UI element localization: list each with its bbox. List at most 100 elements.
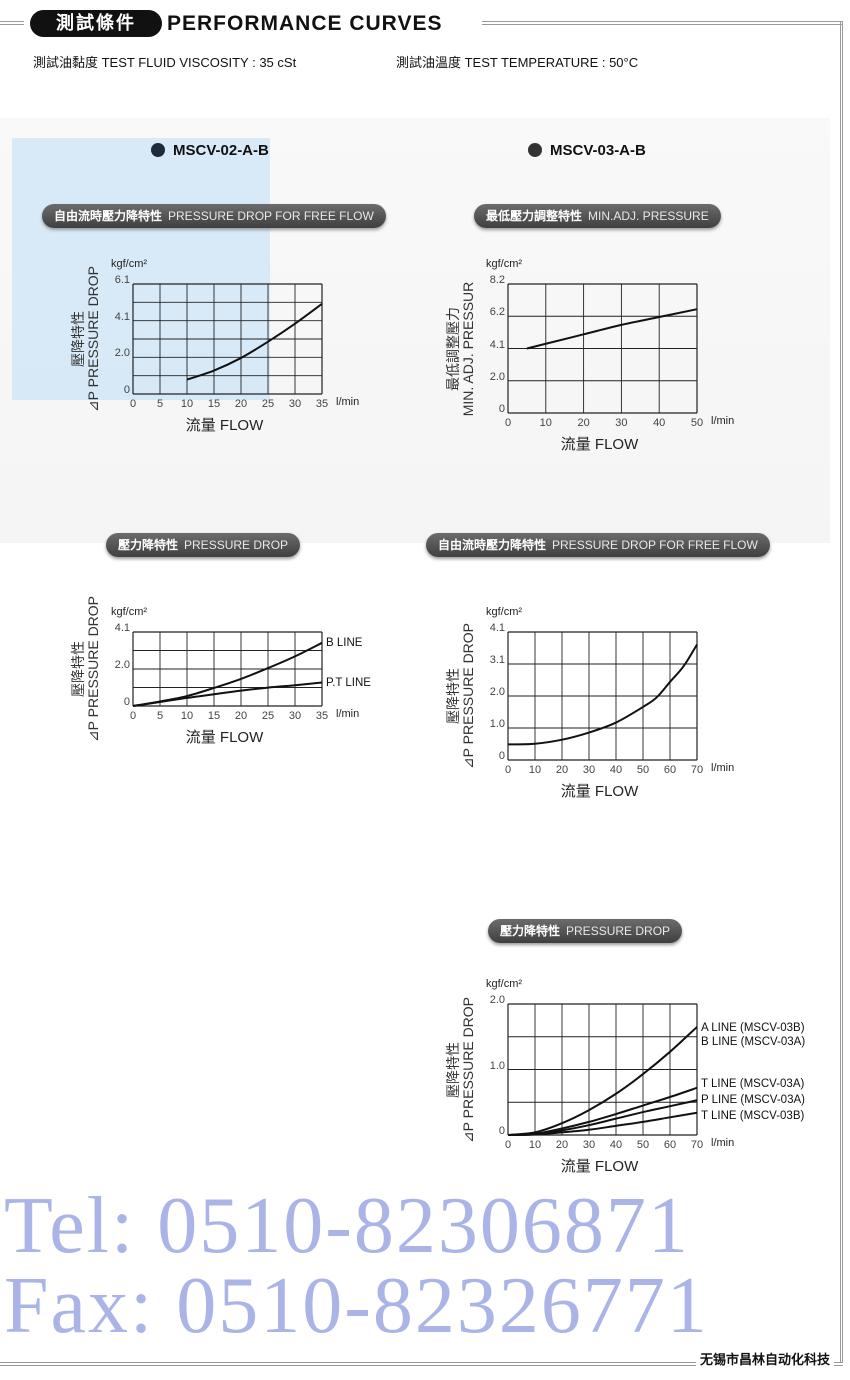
x-unit-label: l/min [711,762,735,774]
y-tick-label: 0 [498,1125,505,1137]
y-tick-label: 4.1 [489,338,505,351]
x-tick-label: 35 [315,710,329,722]
section-label-en: PRESSURE DROP FOR FREE FLOW [168,209,374,223]
y-tick-label: 2.0 [489,686,505,698]
series-label: P LINE (MSCV-03A) [701,1094,805,1106]
y-tick-label: 4.1 [489,622,505,634]
y-unit-label: kgf/cm² [486,978,523,990]
y-tick-label: 4.1 [114,622,130,634]
y-tick-label: 2.0 [114,347,130,360]
temperature-condition: 測試油溫度 TEST TEMPERATURE : 50°C [396,55,639,70]
section-pill: 壓力降特性 PRESSURE DROP [488,919,683,943]
x-tick-label: 20 [555,1139,569,1151]
y-tick-label: 2.0 [489,994,505,1006]
series-label: P.T LINE [326,676,371,689]
section-label-cn: 自由流時壓力降特性 [438,538,547,552]
y-unit-label: kgf/cm² [486,258,523,270]
x-tick-label: 15 [207,710,221,722]
x-tick-label: 0 [504,1139,512,1151]
x-axis-label: 流量 FLOW [560,783,639,800]
section-pill: 自由流時壓力降特性 PRESSURE DROP FOR FREE FLOW [42,204,386,228]
section-label-cn: 最低壓力調整特性 [486,209,583,223]
y-tick-label: 0 [123,696,130,708]
series-label: T LINE (MSCV-03B) [701,1110,805,1122]
section-label-cn: 壓力降特性 [500,924,561,938]
series-line-1 [507,643,698,746]
series-line-2 [132,681,323,707]
section-label-cn: 壓力降特性 [118,538,179,552]
x-tick-label: 35 [315,398,329,410]
y-axis-label-en: ⊿P PRESSURE DROP [460,996,476,1143]
series-label: T LINE (MSCV-03A) [701,1078,805,1090]
section-label-en: MIN.ADJ. PRESSURE [588,209,709,223]
header-rule-left [0,21,24,25]
frame-bottom [0,1362,843,1366]
model-label: MSCV-02-A-B [173,142,269,159]
section-label-en: PRESSURE DROP [184,538,289,552]
x-axis-label: 流量 FLOW [185,729,264,746]
x-tick-label: 10 [539,417,552,429]
x-tick-label: 50 [636,764,650,776]
bullet-icon [528,143,542,157]
y-axis-label-cn: 壓降特性 [445,1041,461,1098]
section-pill: 壓力降特性 PRESSURE DROP [106,533,301,557]
x-tick-label: 70 [690,764,704,776]
x-tick-label: 30 [582,1139,596,1151]
x-unit-label: l/min [336,396,360,408]
y-tick-label: 0 [123,384,130,396]
watermark-logo [12,138,270,400]
x-tick-label: 40 [609,764,623,776]
y-tick-label: 3.1 [489,654,505,666]
model-heading-02: MSCV-02-A-B [151,142,269,159]
series-line-1 [186,303,323,381]
bullet-icon [151,143,165,157]
model-heading-03: MSCV-03-A-B [528,142,646,159]
y-tick-label: 2.0 [489,370,505,383]
header-badge: 測試條件 [30,10,162,37]
x-tick-label: 25 [261,398,275,410]
x-unit-label: l/min [711,415,735,427]
x-tick-label: 50 [636,1139,650,1151]
y-tick-label: 2.0 [114,659,130,671]
x-tick-label: 20 [555,764,569,776]
y-tick-label: 4.1 [114,310,130,323]
x-tick-label: 50 [690,417,704,429]
viscosity-condition: 測試油黏度 TEST FLUID VISCOSITY : 35 cSt [33,55,297,70]
y-tick-label: 8.2 [489,274,505,286]
y-axis-label: 壓降特性 ⊿P PRESSURE DROP [445,995,476,1145]
x-tick-label: 40 [609,1139,623,1151]
x-unit-label: l/min [711,1137,735,1149]
x-tick-label: 10 [180,710,194,722]
x-axis-label: 流量 FLOW [185,417,264,434]
x-tick-label: 20 [234,398,248,410]
section-label-cn: 自由流時壓力降特性 [54,209,163,223]
x-axis-label: 流量 FLOW [560,436,639,453]
y-tick-label: 0 [498,403,505,415]
y-unit-label: kgf/cm² [111,258,148,270]
x-tick-label: 60 [663,1139,677,1151]
y-tick-label: 1.0 [489,718,505,730]
y-tick-label: 6.2 [489,306,505,319]
x-tick-label: 10 [180,398,194,410]
series-line-1 [526,308,698,350]
model-label: MSCV-03-A-B [550,142,646,159]
x-tick-label: 0 [129,398,137,410]
y-tick-label: 0 [498,750,505,762]
series-line-1 [507,1026,698,1136]
x-tick-label: 60 [663,764,677,776]
x-tick-label: 30 [615,417,628,429]
series-label: B LINE [326,636,363,649]
x-tick-label: 0 [504,764,512,776]
x-tick-label: 30 [582,764,596,776]
x-tick-label: 25 [261,710,275,722]
page-title: PERFORMANCE CURVES [167,12,443,35]
company-name: 无锡市昌林自动化科技 [695,1349,834,1368]
section-label-en: PRESSURE DROP FOR FREE FLOW [552,538,758,552]
series-line-4 [507,1111,698,1136]
x-tick-label: 15 [207,398,221,410]
x-tick-label: 10 [528,764,542,776]
